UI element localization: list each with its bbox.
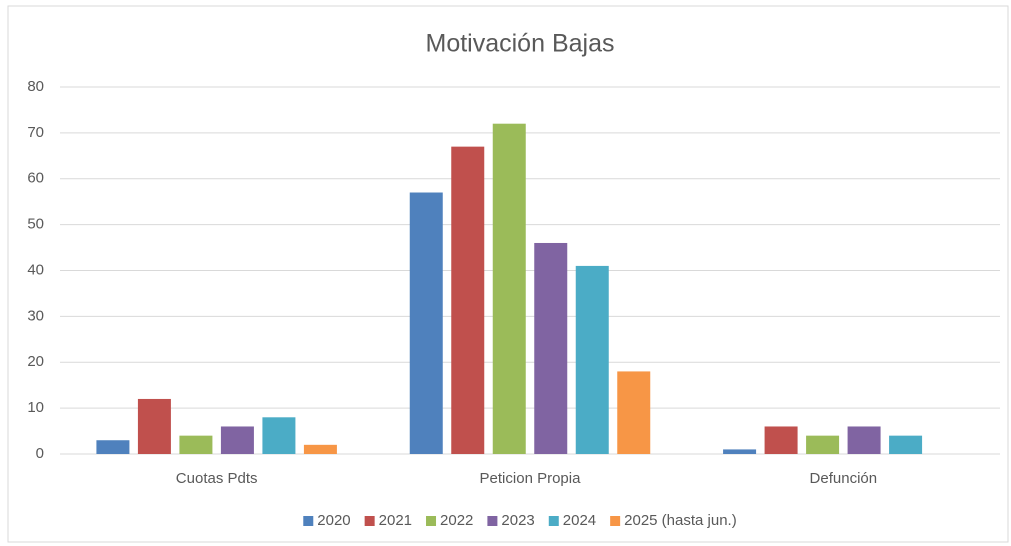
y-tick-label: 50	[27, 216, 44, 233]
y-tick-label: 30	[27, 307, 44, 324]
legend-swatch	[426, 516, 437, 526]
legend-swatch	[303, 516, 314, 526]
x-tick-label: Defunción	[810, 470, 878, 487]
legend-label: 2024	[563, 512, 596, 529]
bar	[137, 398, 171, 454]
legend-label: 2025 (hasta jun.)	[624, 512, 737, 529]
bar	[303, 444, 337, 454]
bar	[764, 426, 798, 454]
bar	[575, 265, 609, 454]
y-tick-label: 80	[27, 78, 44, 95]
bar	[409, 192, 443, 454]
y-tick-label: 10	[27, 399, 44, 416]
y-tick-label: 0	[36, 445, 44, 462]
legend-label: 2023	[501, 512, 534, 529]
chart-title: Motivación Bajas	[426, 30, 615, 58]
bar	[220, 426, 254, 454]
bar	[492, 123, 526, 454]
x-tick-label: Cuotas Pdts	[176, 470, 258, 487]
bar	[889, 435, 923, 454]
legend-swatch	[610, 516, 621, 526]
legend-label: 2022	[440, 512, 473, 529]
bar	[96, 440, 130, 454]
legend-label: 2020	[317, 512, 350, 529]
legend-swatch	[487, 516, 498, 526]
y-tick-label: 20	[27, 353, 44, 370]
y-tick-label: 40	[27, 261, 44, 278]
bar	[262, 417, 296, 454]
bar	[179, 435, 213, 454]
bar	[617, 371, 651, 454]
y-tick-label: 60	[27, 170, 44, 187]
legend-swatch	[548, 516, 559, 526]
legend-label: 2021	[379, 512, 412, 529]
bar	[723, 449, 757, 454]
x-tick-label: Peticion Propia	[480, 470, 582, 487]
legend-swatch	[364, 516, 375, 526]
bar	[806, 435, 840, 454]
bar	[534, 242, 568, 454]
y-tick-label: 70	[27, 124, 44, 141]
bar	[451, 146, 485, 454]
bar	[847, 426, 881, 454]
